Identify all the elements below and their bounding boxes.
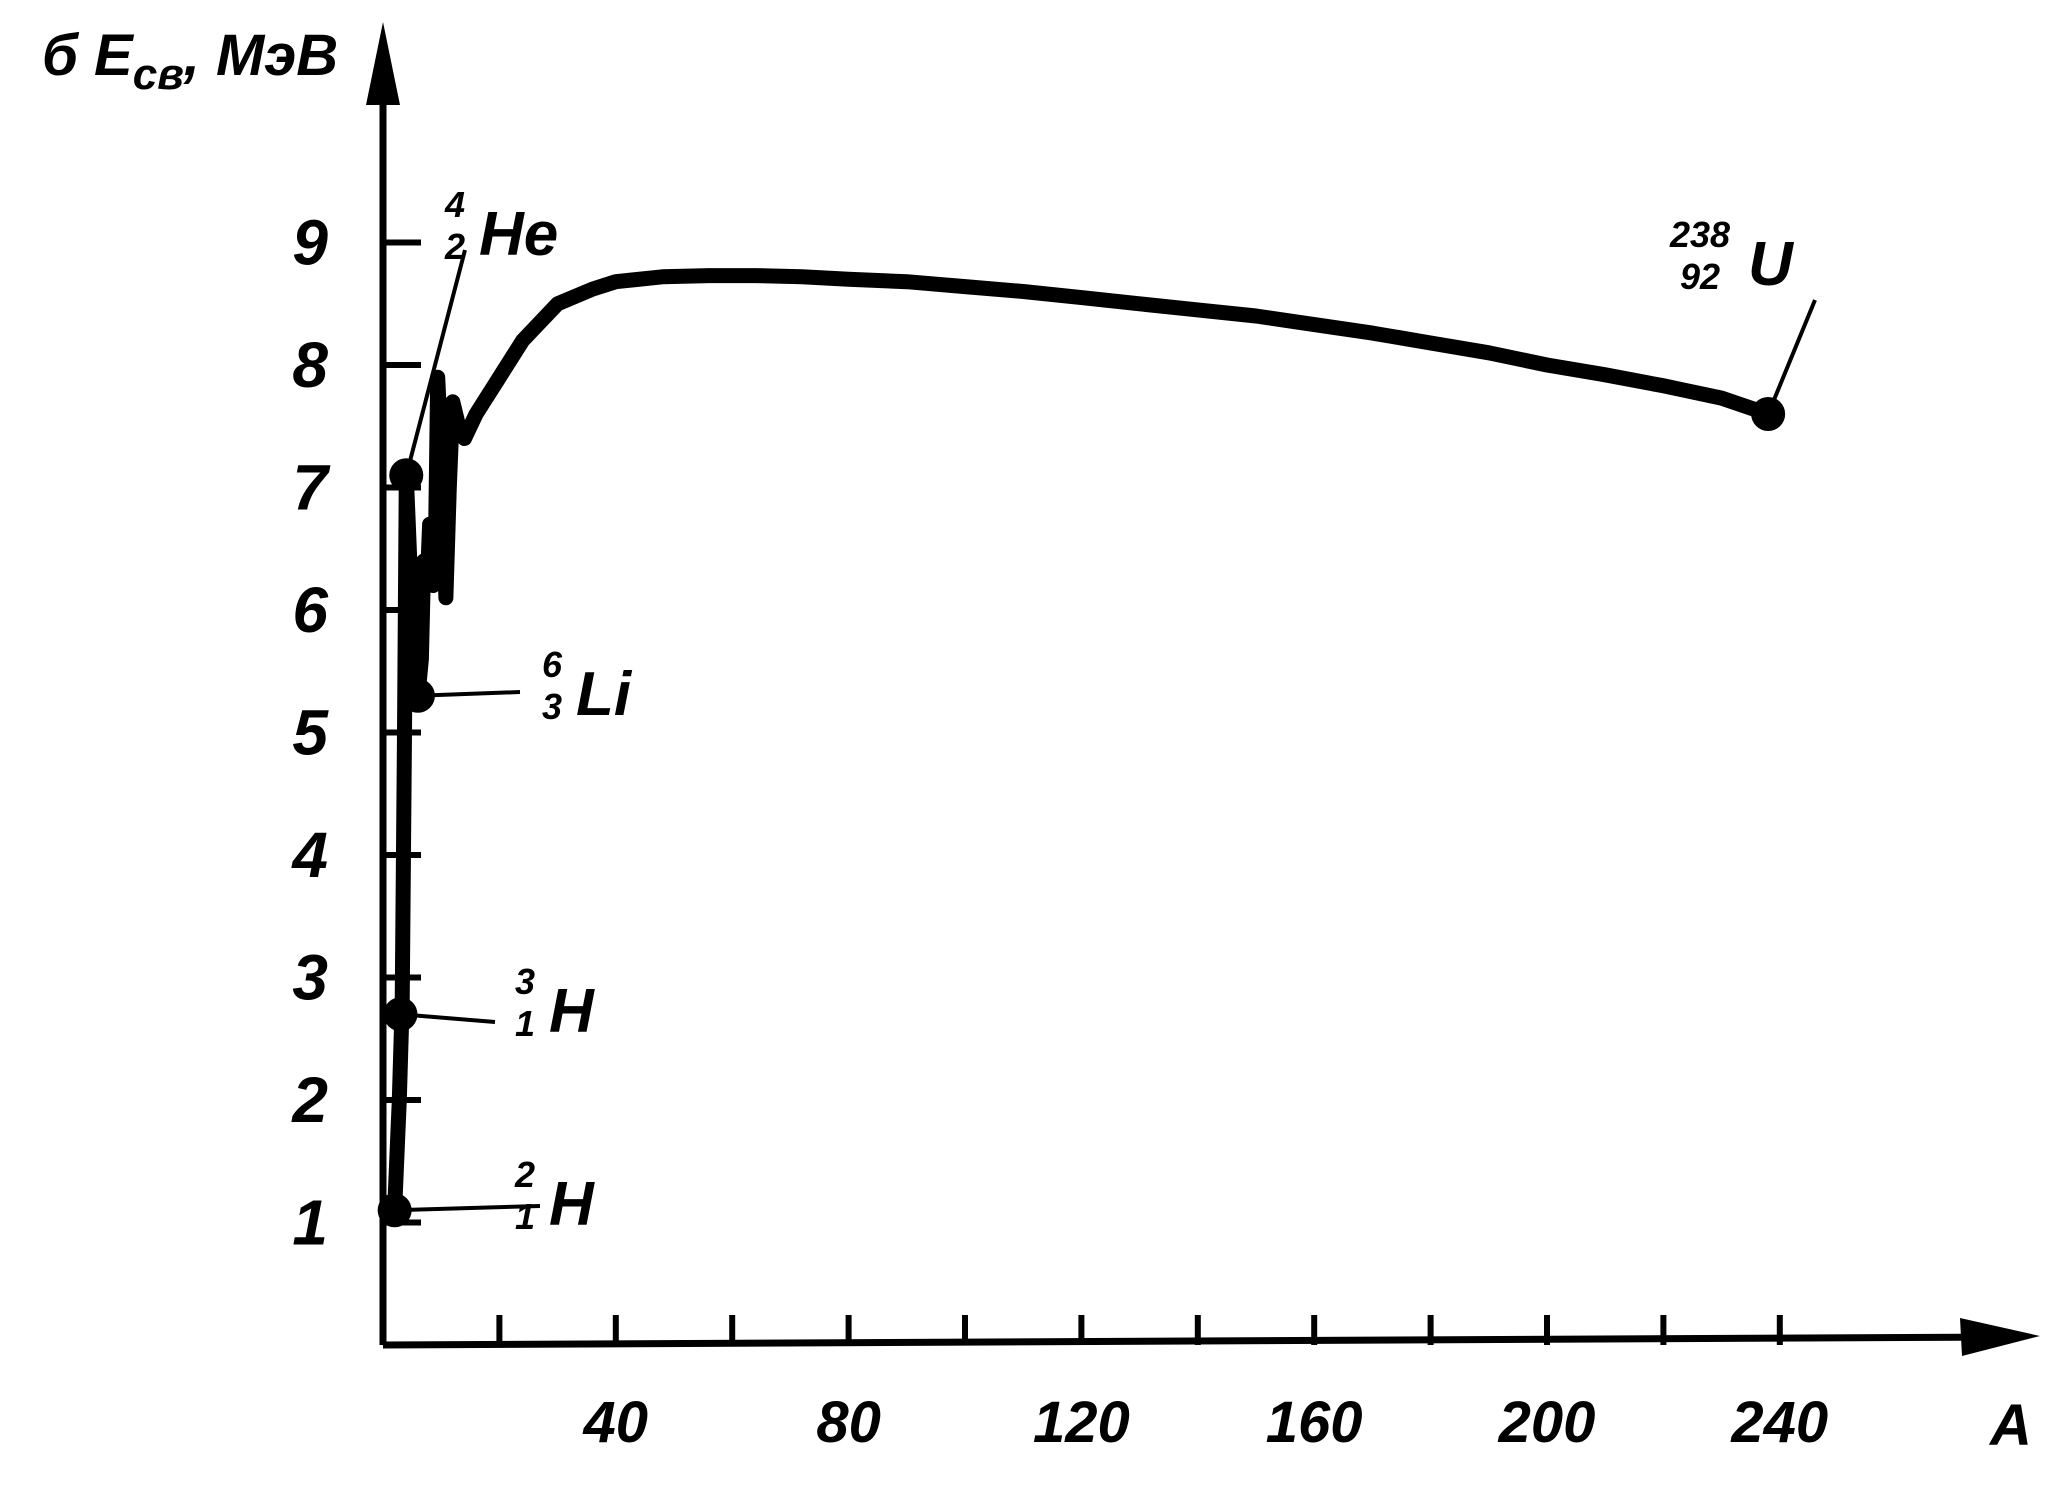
isotope-charge: 2: [444, 226, 465, 267]
isotope-mass: 3: [515, 961, 535, 1002]
y-axis-arrow: [366, 22, 400, 105]
y-axis-title-unit: , МэВ: [183, 23, 338, 88]
isotope-label: 63 Li: [542, 644, 633, 729]
y-tick-label: 4: [290, 819, 328, 891]
isotope-mass: 6: [542, 644, 563, 685]
isotope-charge: 3: [542, 686, 562, 727]
y-axis-title-sub: св: [133, 50, 184, 99]
x-tick-label: 40: [583, 1390, 649, 1455]
y-tick-label: 9: [292, 207, 328, 279]
isotope-mass: 238: [1669, 214, 1730, 255]
data-point: [400, 678, 435, 713]
y-tick-label: 7: [292, 452, 331, 524]
leader-line: [1766, 299, 1817, 415]
y-tick-label: 6: [292, 574, 328, 646]
data-point: [1751, 397, 1786, 431]
x-tick-label: 80: [816, 1390, 881, 1455]
isotope-mass: 2: [514, 1154, 535, 1195]
x-axis-arrow: [1960, 1318, 2040, 1356]
x-tick-label: 240: [1730, 1390, 1828, 1455]
data-point: [389, 458, 424, 493]
isotope-label: 21 H: [514, 1154, 595, 1239]
y-tick-label: 8: [292, 329, 328, 401]
y-tick-label: 3: [292, 942, 328, 1014]
x-tick-label: 160: [1266, 1390, 1363, 1455]
y-axis-title: б Eсв, МэВ: [42, 23, 338, 99]
data-point: [383, 997, 418, 1032]
isotope-label: 42 He: [444, 184, 558, 269]
x-tick-label: 120: [1033, 1390, 1130, 1455]
isotope-charge: 1: [515, 1196, 535, 1237]
isotope-symbol: Li: [576, 660, 633, 729]
leader-line: [404, 249, 467, 476]
curve-layer: [387, 268, 1776, 1218]
isotope-symbol: U: [1748, 230, 1795, 299]
y-tick-label: 1: [292, 1187, 328, 1259]
isotope-charge: 92: [1680, 256, 1720, 297]
y-tick-label: 2: [291, 1064, 328, 1136]
data-point: [377, 1193, 412, 1228]
isotope-charge: 1: [515, 1003, 535, 1044]
y-axis-title-main: б E: [42, 23, 135, 88]
leader-line: [417, 690, 521, 698]
isotope-symbol: H: [549, 977, 595, 1046]
isotope-symbol: He: [479, 200, 558, 269]
x-axis-title: A: [1988, 1393, 2032, 1458]
markers-layer: [377, 249, 1817, 1228]
x-tick-label: 200: [1498, 1390, 1596, 1455]
y-tick-label: 5: [292, 697, 329, 769]
series-line: [387, 268, 1776, 1218]
leader-line: [394, 1204, 541, 1213]
isotope-mass: 4: [444, 184, 465, 225]
isotope-label: 31 H: [515, 961, 595, 1046]
isotope-symbol: H: [549, 1170, 595, 1239]
